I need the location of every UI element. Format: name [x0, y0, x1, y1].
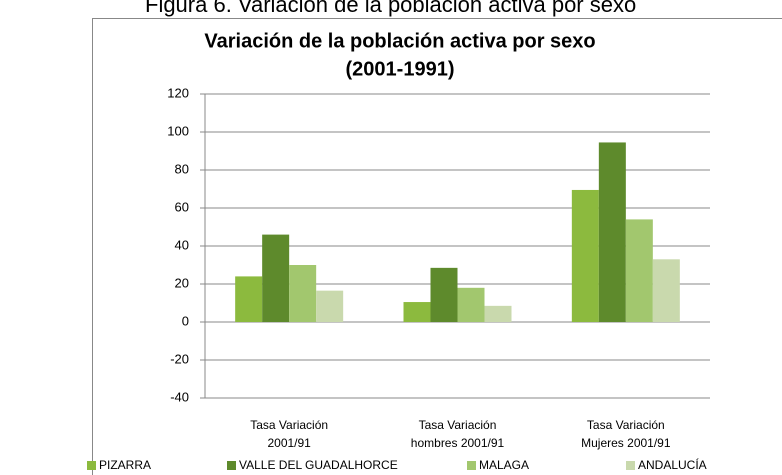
legend-label: PIZARRA [99, 458, 151, 472]
legend-swatch [467, 461, 476, 470]
bar [430, 267, 458, 322]
bar [625, 219, 653, 322]
y-tick-label: 40 [175, 237, 189, 252]
y-tick-label: 80 [175, 161, 189, 176]
x-tick-label: Tasa Variación hombres 2001/91 [411, 418, 505, 450]
bar [484, 305, 512, 322]
bar [652, 259, 680, 322]
bar [403, 302, 431, 322]
y-tick-label: 60 [175, 199, 189, 214]
y-tick-label: 0 [182, 313, 189, 328]
legend-swatch [626, 461, 635, 470]
x-tick-label: Tasa Variación 2001/91 [250, 418, 328, 450]
chart-title: Variación de la población activa por sex… [204, 30, 595, 52]
bar [235, 276, 263, 322]
bar [598, 142, 626, 322]
bar [316, 290, 344, 322]
y-tick-label: -20 [170, 351, 189, 366]
y-tick-label: 100 [167, 123, 189, 138]
page-heading: Figura 6. Variación de la población acti… [145, 0, 636, 17]
bar [457, 287, 485, 322]
bar [262, 234, 290, 322]
legend-label: ANDALUCÍA [638, 457, 707, 472]
bar [289, 265, 317, 322]
legend-swatch [227, 461, 236, 470]
y-tick-label: 120 [167, 85, 189, 100]
chart-title: (2001-1991) [346, 58, 455, 80]
chart-frame [92, 18, 782, 475]
legend-swatch [87, 461, 96, 470]
x-tick-label: Tasa Variación Mujeres 2001/91 [581, 418, 671, 450]
y-tick-label: 20 [175, 275, 189, 290]
bar [571, 189, 599, 322]
legend-label: VALLE DEL GUADALHORCE [239, 458, 398, 472]
legend-label: MALAGA [479, 458, 529, 472]
y-tick-label: -40 [170, 389, 189, 404]
